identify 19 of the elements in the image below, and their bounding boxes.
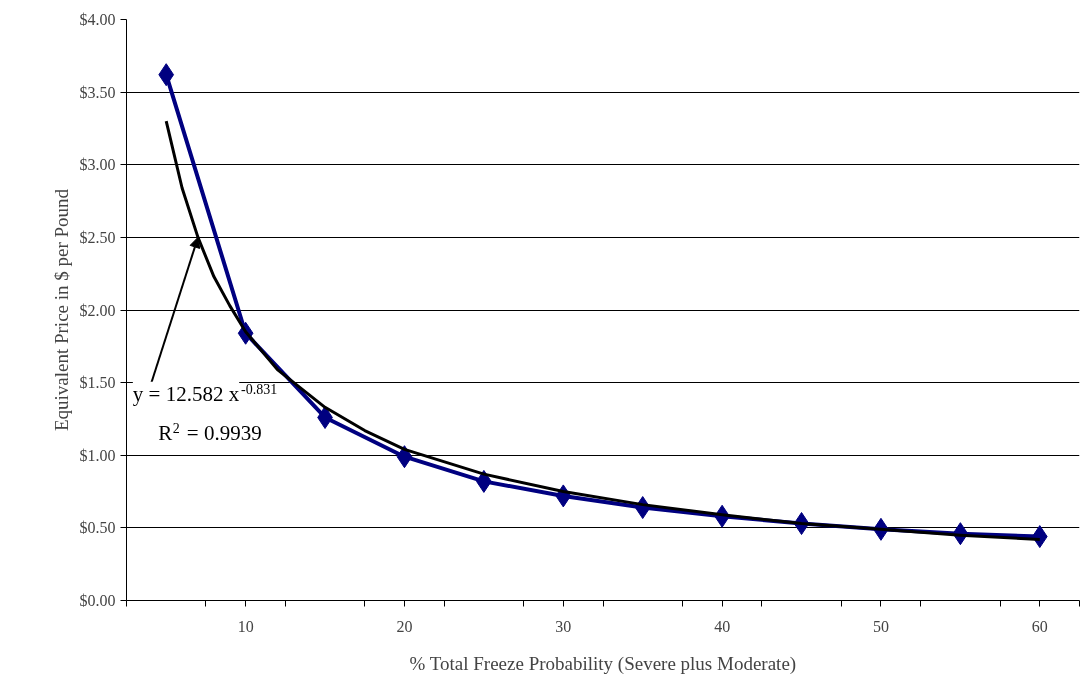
point — [158, 63, 175, 87]
x-tick-label: 60 — [1031, 617, 1048, 635]
x-tick-label: 10 — [237, 617, 254, 635]
x-tick-label: 40 — [714, 617, 731, 635]
y-tick-label: $0.50 — [79, 519, 116, 537]
x-tick-label: 50 — [872, 617, 889, 635]
y-tick-label: $4.00 — [79, 11, 116, 28]
x-tick-label: 30 — [555, 617, 572, 635]
point — [396, 445, 413, 469]
y-tick-label: $0.00 — [79, 592, 116, 609]
y-tick-label: $2.00 — [79, 301, 116, 319]
y-tick-label: $3.50 — [79, 83, 116, 101]
y-axis-title: Equivalent Price in $ per Pound — [50, 188, 72, 432]
y-tick-label: $2.50 — [79, 228, 116, 246]
x-axis-title: % Total Freeze Probability (Severe plus Moderate) — [409, 652, 797, 675]
y-tick-label: $3.00 — [79, 156, 116, 174]
x-tick-label: 20 — [396, 617, 413, 635]
y-tick-label: $1.00 — [79, 446, 116, 464]
y-tick-label: $1.50 — [79, 374, 116, 392]
